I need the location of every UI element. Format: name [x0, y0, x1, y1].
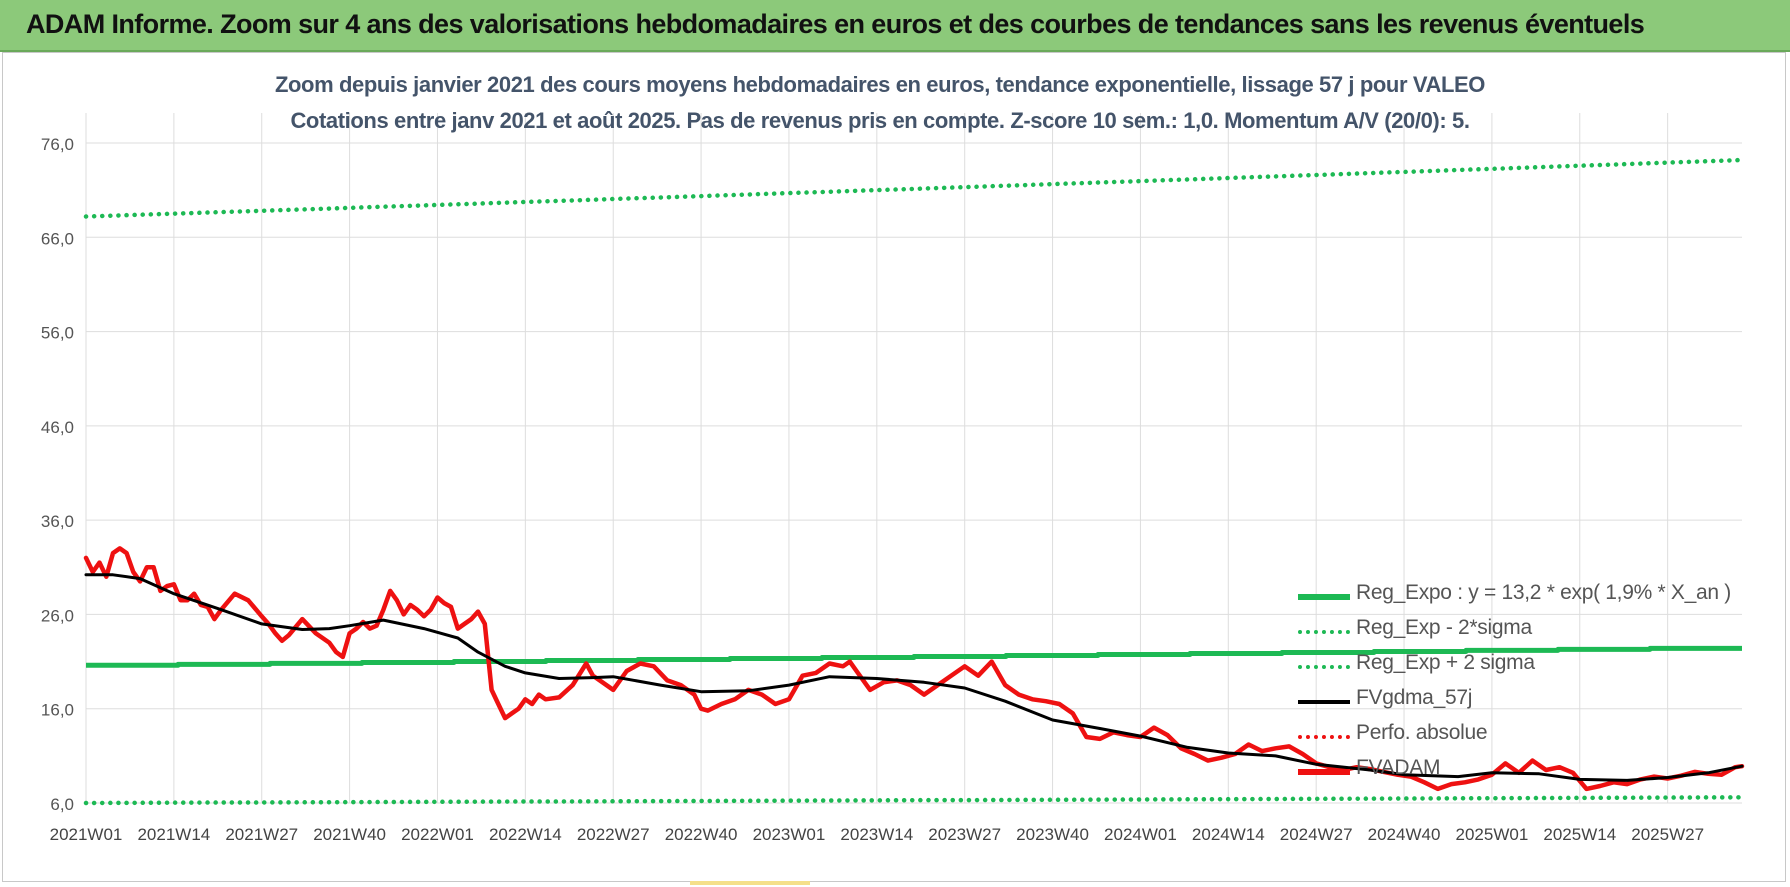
legend-swatch — [1298, 735, 1350, 739]
x-tick-label: 2024W01 — [1104, 825, 1177, 844]
x-tick-label: 2024W14 — [1192, 825, 1265, 844]
chart-title: Zoom depuis janvier 2021 des cours moyen… — [274, 72, 1485, 97]
legend-label: FVgdma_57j — [1356, 686, 1473, 709]
x-tick-label: 2022W01 — [401, 825, 474, 844]
y-tick-label: 66,0 — [41, 229, 74, 248]
chart-subtitle: Cotations entre janv 2021 et août 2025. … — [290, 108, 1470, 133]
legend-label: FVADAM — [1356, 756, 1441, 779]
header-banner: ADAM Informe. Zoom sur 4 ans des valoris… — [0, 0, 1790, 52]
x-tick-label: 2024W27 — [1280, 825, 1353, 844]
legend-item: Reg_Expo : y = 13,2 * exp( 1,9% * X_an ) — [1298, 579, 1731, 614]
x-tick-label: 2023W14 — [840, 825, 913, 844]
legend-label: Reg_Exp - 2*sigma — [1356, 616, 1532, 639]
legend-swatch — [1298, 594, 1350, 600]
chart-legend: Reg_Expo : y = 13,2 * exp( 1,9% * X_an )… — [1298, 579, 1731, 789]
legend-item: Reg_Exp + 2 sigma — [1298, 649, 1718, 684]
series-fvgdma-57j-line — [84, 573, 1744, 782]
legend-item: Perfo. absolue — [1298, 719, 1718, 754]
x-tick-label: 2022W40 — [665, 825, 738, 844]
x-tick-label: 2021W40 — [313, 825, 386, 844]
y-tick-label: 76,0 — [41, 135, 74, 154]
legend-swatch — [1298, 630, 1350, 634]
x-tick-label: 2023W40 — [1016, 825, 1089, 844]
legend-item: FVADAM — [1298, 754, 1718, 789]
series-reg-exp-plus-2sigma-line — [83, 157, 1745, 219]
legend-item: FVgdma_57j — [1298, 684, 1718, 719]
y-tick-label: 46,0 — [41, 418, 74, 437]
tick-labels: 76,0 66,0 56,0 46,0 36,0 26,0 16,0 6,0 2021W01 20… — [41, 135, 1704, 844]
bottom-scroll-indicator — [690, 881, 810, 885]
chart-frame — [2, 52, 1786, 882]
x-tick-label: 2021W14 — [137, 825, 210, 844]
y-tick-label: 6,0 — [50, 795, 74, 814]
legend-swatch — [1298, 769, 1350, 775]
legend-item: Reg_Exp - 2*sigma — [1298, 614, 1718, 649]
x-tick-label: 2021W01 — [50, 825, 123, 844]
x-tick-label: 2025W14 — [1543, 825, 1616, 844]
x-tick-label: 2025W27 — [1631, 825, 1704, 844]
x-tick-label: 2024W40 — [1368, 825, 1441, 844]
legend-label: Reg_Expo : y = 13,2 * exp( 1,9% * X_an ) — [1356, 581, 1731, 604]
y-tick-label: 36,0 — [41, 512, 74, 531]
series-layer — [83, 157, 1745, 806]
legend-swatch — [1298, 700, 1350, 704]
x-tick-label: 2022W14 — [489, 825, 562, 844]
series-reg-expo-line — [86, 645, 1742, 668]
series-reg-exp-minus-2sigma-line — [83, 795, 1745, 806]
y-tick-label: 56,0 — [41, 324, 74, 343]
x-tick-label: 2025W01 — [1456, 825, 1529, 844]
banner-title: ADAM Informe. Zoom sur 4 ans des valoris… — [26, 9, 1645, 39]
y-tick-label: 26,0 — [41, 606, 74, 625]
legend-label: Reg_Exp + 2 sigma — [1356, 651, 1535, 674]
legend-label: Perfo. absolue — [1356, 721, 1488, 744]
x-tick-label: 2021W27 — [225, 825, 298, 844]
legend-swatch — [1298, 665, 1350, 669]
x-tick-label: 2023W27 — [928, 825, 1001, 844]
grid — [85, 113, 1742, 804]
y-tick-label: 16,0 — [41, 701, 74, 720]
x-tick-label: 2023W01 — [753, 825, 826, 844]
x-tick-label: 2022W27 — [577, 825, 650, 844]
